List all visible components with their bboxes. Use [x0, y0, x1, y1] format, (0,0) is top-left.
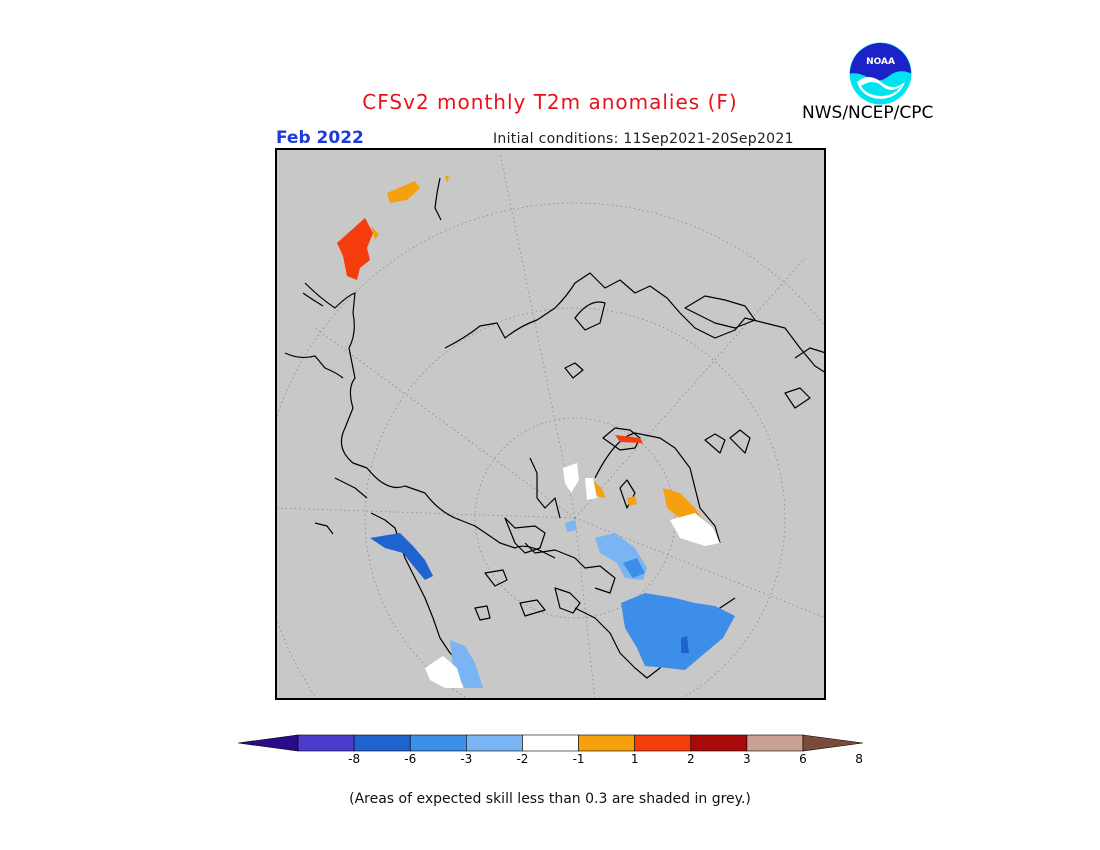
anomaly-patch-cool-7: [565, 520, 577, 532]
anomaly-patch-warm-2: [445, 176, 449, 183]
colorbar-arrow-high: [802, 734, 863, 752]
anomaly-patch-neutral-4: [425, 656, 463, 688]
colorbar-tick-label: 3: [743, 752, 751, 766]
colorbar-arrow-low: [238, 734, 299, 752]
colorbar-tick-label: -2: [516, 752, 529, 766]
anomaly-patch-warm-5: [615, 435, 643, 443]
colorbar-swatch: [466, 734, 523, 752]
anomaly-patch-warm-1: [387, 181, 420, 203]
colorbar-tick-label: -8: [348, 752, 361, 766]
colorbar-tick-label: -3: [460, 752, 473, 766]
colorbar-tick-label: -6: [404, 752, 417, 766]
logo-text: NOAA: [866, 57, 895, 67]
skill-footnote: (Areas of expected skill less than 0.3 a…: [349, 791, 751, 807]
anomaly-patch-cool-5: [370, 533, 433, 580]
anomaly-patch-warm-4: [371, 226, 379, 240]
polar-map: [275, 148, 826, 700]
colorbar: [238, 734, 863, 752]
colorbar-swatch: [353, 734, 411, 752]
anomaly-patch-cool-3: [621, 593, 735, 670]
coastlines: [284, 177, 826, 679]
map-title: CFSv2 monthly T2m anomalies (F): [362, 90, 738, 114]
colorbar-labels: -8 -6 -3 -2 -1 1 2 3 6 8: [0, 752, 1100, 768]
forecast-month: Feb 2022: [276, 128, 364, 148]
noaa-logo-icon: NOAA: [849, 42, 912, 105]
map-frame: [275, 148, 826, 700]
colorbar-tick-label: 1: [630, 752, 639, 766]
colorbar-swatch: [690, 734, 748, 752]
anomaly-patch-neutral-1: [670, 513, 720, 546]
colorbar-swatch: [522, 734, 579, 752]
colorbar-tick-label: 6: [799, 752, 807, 766]
anomaly-patch-warm-3: [337, 218, 373, 280]
colorbar-swatch: [578, 734, 635, 752]
anomaly-patch-warm-6: [593, 480, 605, 498]
anomaly-patches: [337, 176, 735, 688]
colorbar-tick-label: 8: [855, 752, 863, 766]
agency-label: NWS/NCEP/CPC: [802, 103, 934, 123]
colorbar-swatch: [409, 734, 467, 752]
anomaly-patch-warm-7: [627, 496, 637, 506]
colorbar-tick-label: -1: [572, 752, 585, 766]
colorbar-tick-label: 2: [686, 752, 695, 766]
anomaly-patch-cool-2: [623, 558, 645, 578]
colorbar-swatch: [746, 734, 804, 752]
colorbar-swatch: [634, 734, 692, 752]
anomaly-patch-neutral-2: [563, 463, 579, 493]
anomaly-patch-cool-4: [681, 636, 689, 653]
initial-conditions: Initial conditions: 11Sep2021-20Sep2021: [493, 131, 794, 147]
colorbar-swatch: [297, 734, 355, 752]
anomaly-patch-neutral-3: [585, 478, 597, 500]
